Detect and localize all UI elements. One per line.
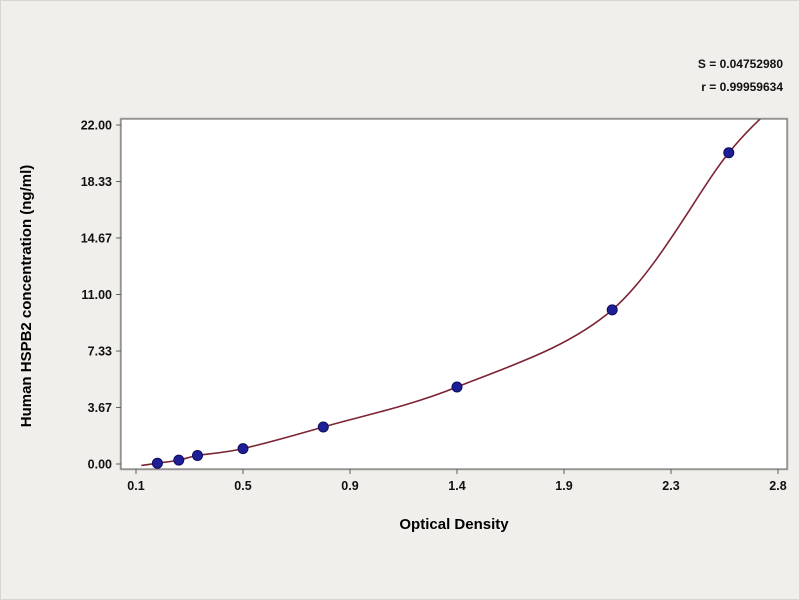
y-tick-label: 3.67 [88,401,112,415]
data-point [237,443,249,455]
y-axis: 0.00 3.67 7.33 11.00 14.67 18.33 22.00 [81,119,121,472]
y-tick-label: 0.00 [88,458,112,472]
data-point [317,421,329,433]
y-tick-label: 7.33 [88,345,112,359]
data-point [723,147,735,159]
data-point [451,381,463,393]
data-point [192,450,203,461]
x-tick-label: 2.3 [662,479,679,493]
data-points [151,147,735,469]
y-tick-label: 22.00 [81,119,112,133]
x-tick-label: 1.9 [555,479,572,493]
plot-area [120,118,788,470]
y-tick-label: 11.00 [81,288,112,302]
y-tick-label: 18.33 [81,175,112,189]
data-point [151,457,163,469]
x-tick-label: 0.1 [127,479,144,493]
x-axis-title: Optical Density [399,516,509,533]
x-axis: 0.1 0.5 0.9 1.4 1.9 2.3 2.8 [127,469,787,493]
x-tick-label: 1.4 [448,479,465,493]
data-point [173,454,185,466]
stat-r: r = 0.99959634 [701,80,783,94]
y-tick-label: 14.67 [81,231,112,245]
x-tick-label: 0.5 [234,479,251,493]
data-point [606,304,618,316]
y-axis-title: Human HSPB2 concentration (ng/ml) [18,165,35,428]
x-tick-label: 2.8 [769,479,786,493]
x-tick-label: 0.9 [341,479,358,493]
stat-s: S = 0.04752980 [698,57,783,71]
